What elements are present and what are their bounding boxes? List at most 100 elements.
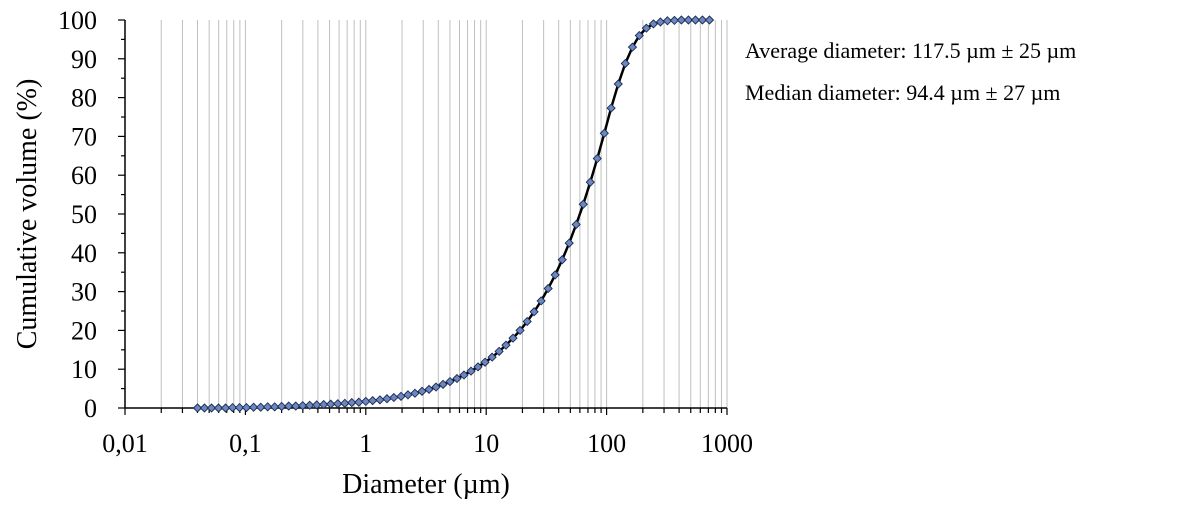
data-point <box>543 283 553 294</box>
data-point <box>487 352 497 362</box>
data-point <box>627 42 638 52</box>
series-line <box>197 18 710 410</box>
data-point <box>326 399 336 409</box>
data-point <box>431 382 441 392</box>
median-diameter-annotation: Median diameter: 94.4 µm ± 27 µm <box>745 80 1061 105</box>
y-tick-label: 70 <box>71 122 97 151</box>
data-point <box>515 325 525 336</box>
x-tick-label: 10 <box>473 429 499 458</box>
y-tick-label: 50 <box>71 200 97 229</box>
data-point <box>396 391 406 401</box>
data-point <box>606 103 616 113</box>
data-point <box>508 333 518 343</box>
data-point <box>529 307 539 317</box>
y-tick-label: 30 <box>71 278 97 307</box>
data-point <box>241 402 252 413</box>
y-axis-title: Cumulative volume (%) <box>12 79 43 350</box>
y-tick-label: 60 <box>71 161 97 190</box>
data-point <box>319 399 329 410</box>
data-point <box>417 386 427 396</box>
x-tick-label: 0,1 <box>229 429 262 458</box>
data-point <box>480 357 490 367</box>
x-axis-title: Diameter (µm) <box>342 469 510 500</box>
data-point <box>291 401 301 411</box>
y-tick-label: 100 <box>58 6 97 35</box>
data-point <box>599 128 609 138</box>
data-point <box>662 16 673 26</box>
data-point <box>206 403 217 413</box>
data-point <box>669 15 680 26</box>
y-tick-label: 20 <box>71 316 97 345</box>
x-tick-label: 100 <box>587 429 626 458</box>
data-point <box>382 394 392 404</box>
data-point <box>704 15 715 25</box>
data-point <box>248 402 259 412</box>
data-point <box>578 199 588 209</box>
data-point <box>298 401 308 411</box>
data-point <box>284 401 294 411</box>
data-point <box>340 398 350 408</box>
y-tick-label: 80 <box>71 84 97 113</box>
data-point <box>305 400 315 410</box>
data-point <box>466 366 476 376</box>
data-point <box>592 153 602 164</box>
data-point <box>234 402 245 413</box>
data-point <box>459 370 469 380</box>
data-point <box>501 340 511 350</box>
tick-labels: 0,01 0,1 1 10 100 1000 0 10 20 30 40 50 60 70 80 90 100 <box>58 6 753 458</box>
data-point <box>220 403 231 413</box>
x-tick-label: 0,01 <box>102 429 148 458</box>
data-point <box>557 255 567 265</box>
data-point <box>683 15 694 25</box>
data-point <box>361 396 371 407</box>
data-point <box>403 390 413 400</box>
data-point <box>641 23 652 33</box>
series-markers <box>192 15 715 413</box>
data-point <box>648 19 659 29</box>
x-tick-label: 1000 <box>701 429 753 458</box>
data-point <box>199 403 210 413</box>
data-point <box>227 402 238 413</box>
average-diameter-annotation: Average diameter: 117.5 µm ± 25 µm <box>745 38 1077 63</box>
data-point <box>263 402 273 412</box>
axes <box>124 20 727 409</box>
data-point <box>536 296 546 306</box>
gridlines <box>160 20 728 408</box>
data-point <box>634 30 644 41</box>
data-point <box>438 379 448 389</box>
data-point <box>613 79 623 89</box>
x-tick-label: 1 <box>359 429 372 458</box>
data-point <box>620 58 630 69</box>
data-point <box>550 270 560 280</box>
data-point <box>277 401 287 412</box>
data-point <box>270 402 280 412</box>
data-point <box>655 17 666 27</box>
data-point <box>571 219 581 230</box>
data-point <box>676 15 687 25</box>
y-tick-label: 0 <box>84 394 97 423</box>
data-point <box>494 346 504 356</box>
data-point <box>445 376 455 387</box>
data-point <box>354 397 364 407</box>
data-point <box>192 403 203 413</box>
data-point <box>410 388 420 398</box>
y-tick-label: 90 <box>71 45 97 74</box>
data-point <box>389 392 399 403</box>
y-tick-label: 10 <box>71 355 97 384</box>
data-point <box>690 15 701 25</box>
data-point <box>347 397 357 408</box>
data-point <box>452 373 462 384</box>
data-point <box>256 402 266 412</box>
data-point <box>564 238 574 248</box>
y-tick-label: 40 <box>71 239 97 268</box>
data-point <box>333 399 343 409</box>
data-point <box>375 395 385 405</box>
data-point <box>585 177 595 187</box>
data-point <box>522 316 532 327</box>
data-point <box>312 400 322 410</box>
data-point <box>697 15 708 25</box>
data-point <box>424 384 434 395</box>
data-point <box>213 403 224 413</box>
data-point <box>473 362 483 372</box>
